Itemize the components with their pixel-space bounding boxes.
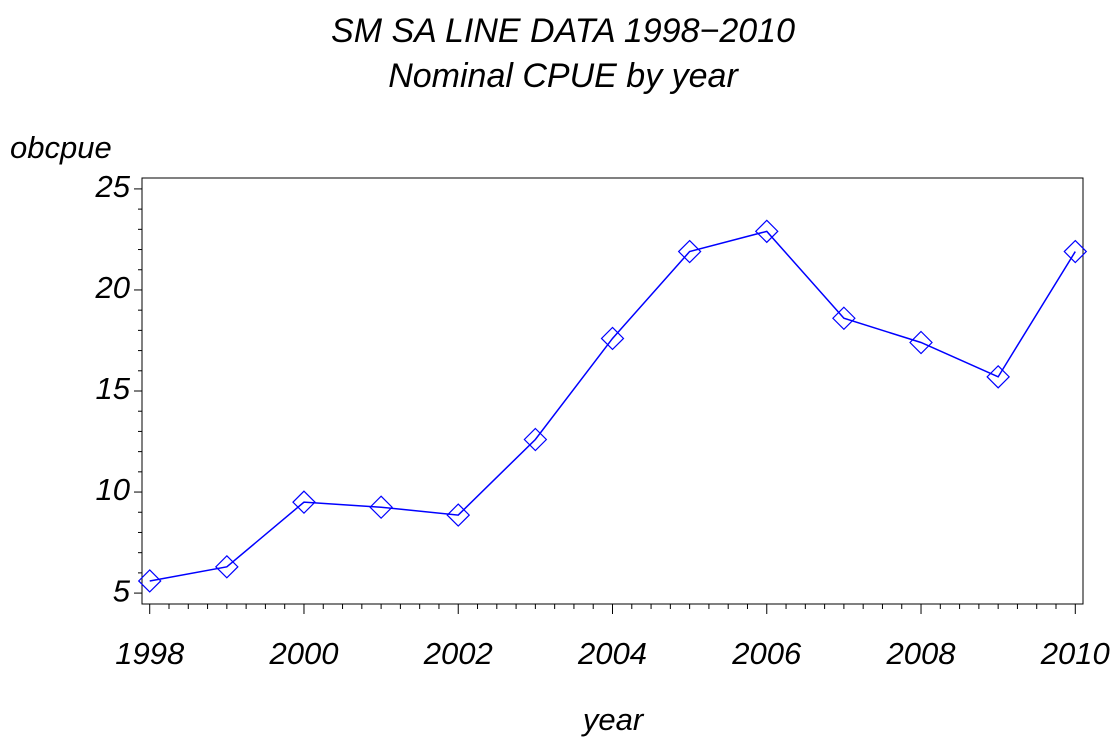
x-axis-label: year (581, 702, 645, 737)
x-tick-label: 2006 (731, 636, 802, 671)
x-tick-label: 2010 (1040, 636, 1110, 671)
marker (446, 503, 471, 527)
y-tick-label: 5 (113, 573, 131, 608)
x-tick-label: 2004 (577, 636, 647, 671)
y-tick-label: 10 (96, 472, 130, 507)
chart-subtitle: Nominal CPUE by year (388, 57, 739, 95)
marker (600, 326, 625, 351)
y-tick-label: 15 (96, 371, 131, 406)
chart-title: SM SA LINE DATA 1998−2010 (331, 12, 795, 50)
marker (909, 330, 933, 355)
marker (754, 219, 779, 244)
marker (677, 239, 702, 264)
marker (292, 490, 316, 514)
x-tick-label: 1998 (115, 636, 185, 671)
y-axis-label: obcpue (10, 130, 112, 165)
marker (832, 306, 856, 331)
marker (369, 495, 393, 520)
x-tick-label: 2008 (886, 636, 957, 671)
x-tick-label: 2000 (268, 636, 338, 671)
marker (1063, 239, 1088, 264)
marker (523, 427, 548, 452)
y-tick-label: 20 (95, 270, 130, 305)
plot-frame (141, 177, 1084, 605)
series-line (149, 230, 1076, 582)
x-tick-label: 2002 (423, 636, 493, 671)
y-tick-label: 25 (95, 169, 131, 204)
marker (986, 365, 1011, 389)
marker (137, 569, 162, 593)
marker (214, 554, 239, 579)
